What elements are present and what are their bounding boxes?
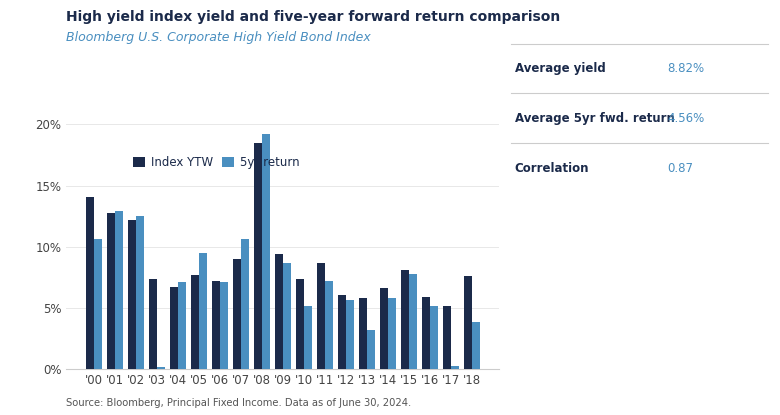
Legend: Index YTW, 5yr return: Index YTW, 5yr return — [129, 151, 304, 174]
Bar — [317, 263, 324, 369]
Text: High yield index yield and five-year forward return comparison: High yield index yield and five-year for… — [66, 10, 561, 24]
Text: Correlation: Correlation — [515, 161, 590, 175]
Bar — [346, 300, 353, 369]
Bar — [136, 216, 144, 369]
Bar — [451, 366, 459, 369]
Bar — [241, 239, 249, 369]
Text: 4.56%: 4.56% — [667, 112, 704, 125]
Text: Bloomberg U.S. Corporate High Yield Bond Index: Bloomberg U.S. Corporate High Yield Bond… — [66, 31, 371, 44]
Bar — [442, 305, 451, 369]
Bar — [401, 270, 409, 369]
Bar — [409, 274, 417, 369]
Bar — [191, 275, 199, 369]
Bar — [86, 197, 94, 369]
Bar — [463, 276, 472, 369]
Bar — [149, 279, 157, 369]
Bar — [220, 282, 228, 369]
Bar — [128, 220, 136, 369]
Text: Average 5yr fwd. return: Average 5yr fwd. return — [515, 112, 675, 125]
Bar — [262, 134, 270, 369]
Bar — [388, 298, 395, 369]
Bar — [324, 281, 333, 369]
Bar — [275, 254, 283, 369]
Bar — [422, 297, 430, 369]
Bar — [157, 367, 165, 369]
Bar — [472, 322, 480, 369]
Bar — [254, 143, 262, 369]
Bar — [380, 288, 388, 369]
Bar — [367, 330, 374, 369]
Text: Source: Bloomberg, Principal Fixed Income. Data as of June 30, 2024.: Source: Bloomberg, Principal Fixed Incom… — [66, 398, 412, 408]
Bar — [296, 279, 303, 369]
Bar — [212, 281, 220, 369]
Bar — [170, 287, 178, 369]
Bar — [359, 298, 367, 369]
Bar — [115, 211, 123, 369]
Bar — [178, 282, 186, 369]
Bar — [430, 305, 438, 369]
Bar — [232, 259, 241, 369]
Bar — [303, 305, 312, 369]
Text: Average yield: Average yield — [515, 62, 605, 75]
Bar — [107, 212, 115, 369]
Text: 0.87: 0.87 — [667, 161, 693, 175]
Bar — [338, 295, 346, 369]
Bar — [94, 239, 102, 369]
Bar — [282, 263, 291, 369]
Text: 8.82%: 8.82% — [667, 62, 704, 75]
Bar — [199, 253, 207, 369]
